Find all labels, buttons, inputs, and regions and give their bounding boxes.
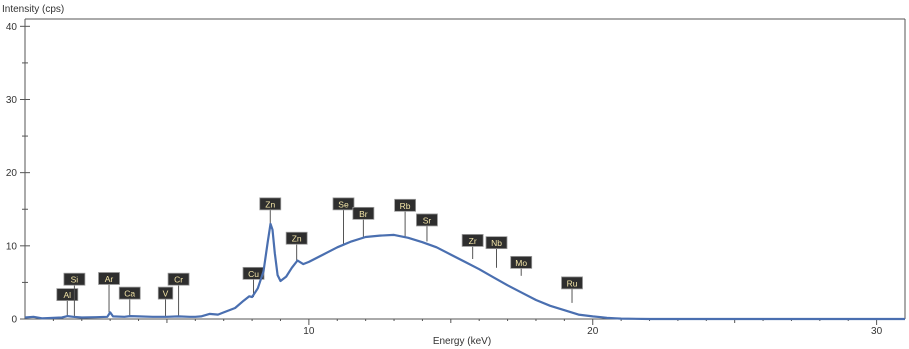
- peak-label: Cr: [174, 275, 183, 285]
- peak-label-box: [56, 288, 79, 301]
- peak-label-box: [461, 234, 484, 247]
- peak-markers: Al Si Ar Ca V Cr Cu Zn Zn Se Br Rb Sr Zr Nb Mo Ru: [56, 197, 583, 317]
- peak-label-box: [259, 197, 282, 211]
- peak-label: Zn: [265, 199, 275, 209]
- y-axis-title: Intensity (cps): [2, 4, 64, 15]
- y-tick-label: 10: [6, 241, 18, 252]
- peak-label-box: [242, 266, 265, 280]
- peak-label: Ru: [567, 278, 578, 288]
- peak-label-box: [167, 272, 190, 286]
- peak-label: Rb: [400, 201, 411, 211]
- peak-marker: Al: [56, 288, 79, 317]
- x-tick-label: 30: [871, 326, 883, 337]
- x-tick-label: 20: [587, 326, 599, 337]
- peak-marker: Br: [352, 206, 375, 239]
- peak-label: V: [163, 289, 169, 299]
- x-tick-label: 10: [303, 326, 315, 337]
- spectrum-line: [24, 222, 905, 321]
- x-axis: 10 20 30: [25, 318, 905, 337]
- peak-marker: Zn: [285, 231, 308, 261]
- peak-label-box: [63, 272, 86, 286]
- peak-marker: Si: [63, 272, 86, 317]
- peak-label-box: [561, 276, 583, 290]
- peak-label-box: [98, 272, 120, 285]
- x-axis-title: Energy (keV): [433, 336, 491, 347]
- peak-label-box: [285, 231, 308, 245]
- peak-marker: Ru: [561, 276, 583, 303]
- peak-marker: Rb: [394, 198, 417, 238]
- peak-label: Si: [71, 275, 79, 285]
- peak-marker: Zr: [461, 234, 484, 259]
- peak-label-box: [485, 236, 508, 250]
- peak-label: Se: [338, 199, 349, 209]
- peak-label-box: [510, 255, 533, 269]
- peak-label-box: [394, 198, 417, 212]
- y-tick-label: 30: [6, 95, 18, 106]
- peak-marker: V: [157, 286, 174, 317]
- peak-marker: Sr: [416, 213, 438, 242]
- peak-marker: Ca: [118, 286, 141, 317]
- peak-marker: Se: [332, 197, 355, 245]
- peak-marker: Mo: [510, 255, 533, 276]
- peak-label: Br: [359, 209, 368, 219]
- peak-label: Zr: [469, 236, 477, 246]
- peak-marker: Cr: [167, 272, 190, 317]
- y-tick-label: 40: [6, 22, 18, 33]
- peak-marker: Zn: [259, 197, 282, 224]
- peak-label: Nb: [491, 238, 502, 248]
- peak-label-box: [118, 286, 141, 300]
- peak-label: Ca: [124, 289, 135, 299]
- peak-label: Cu: [248, 269, 259, 279]
- peak-label: Sr: [423, 215, 432, 225]
- y-tick-label: 0: [11, 315, 17, 326]
- y-tick-label: 20: [6, 168, 18, 179]
- peak-label: Ar: [105, 274, 114, 284]
- peak-marker: Cu: [242, 266, 265, 298]
- y-axis: 0 10 20 30 40: [6, 18, 906, 326]
- peak-marker: Nb: [485, 236, 508, 268]
- peak-label-box: [332, 197, 355, 211]
- peak-marker: Ar: [98, 272, 120, 313]
- peak-label: Al: [64, 290, 72, 300]
- peak-label-box: [416, 213, 438, 227]
- peak-label-box: [352, 206, 375, 220]
- peak-label: Zn: [292, 234, 302, 244]
- peak-label-box: [157, 286, 174, 300]
- peak-label: Mo: [515, 258, 527, 268]
